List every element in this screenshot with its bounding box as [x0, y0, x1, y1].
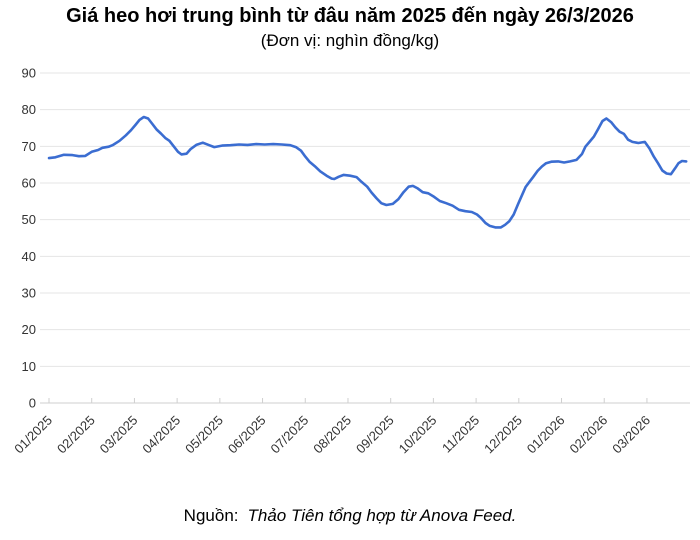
x-tick-label: 08/2025 — [310, 413, 354, 457]
source-text: Thảo Tiên tổng hợp từ Anova Feed. — [247, 506, 517, 525]
y-tick-label: 70 — [22, 139, 36, 154]
x-tick-label: 11/2025 — [439, 413, 482, 456]
y-tick-label: 60 — [22, 176, 36, 191]
y-tick-label: 50 — [22, 212, 36, 227]
x-tick-label: 05/2025 — [182, 413, 226, 457]
x-tick-label: 01/2025 — [11, 413, 55, 457]
x-tick-label: 03/2025 — [97, 413, 141, 457]
page-title: Giá heo hơi trung bình từ đâu năm 2025 đ… — [66, 5, 634, 27]
x-tick-label: 06/2025 — [225, 413, 269, 457]
price-series-line — [47, 115, 688, 229]
x-tick-label: 02/2025 — [54, 413, 98, 457]
x-tick-label: 04/2025 — [139, 413, 183, 457]
y-tick-label: 90 — [22, 66, 36, 81]
x-tick-label: 02/2026 — [567, 413, 611, 457]
chart-unit-subtitle: (Đơn vị: nghìn đồng/kg) — [260, 31, 440, 50]
y-tick-label: 10 — [22, 359, 36, 374]
source-line: Nguồn: Thảo Tiên tổng hợp từ Anova Feed. — [0, 506, 700, 526]
y-tick-label: 40 — [22, 249, 36, 264]
x-tick-label: 10/2025 — [396, 413, 440, 457]
x-tick-label: 07/2025 — [268, 413, 312, 457]
x-tick-label: 01/2026 — [524, 413, 568, 457]
source-label: Nguồn: — [183, 506, 239, 525]
x-tick-label: 03/2026 — [609, 413, 653, 457]
x-tick-label: 09/2025 — [353, 413, 397, 457]
y-tick-label: 0 — [29, 396, 36, 411]
y-tick-label: 20 — [22, 322, 36, 337]
y-tick-label: 80 — [22, 102, 36, 117]
x-tick-label: 12/2025 — [481, 413, 525, 457]
y-tick-label: 30 — [22, 286, 36, 301]
